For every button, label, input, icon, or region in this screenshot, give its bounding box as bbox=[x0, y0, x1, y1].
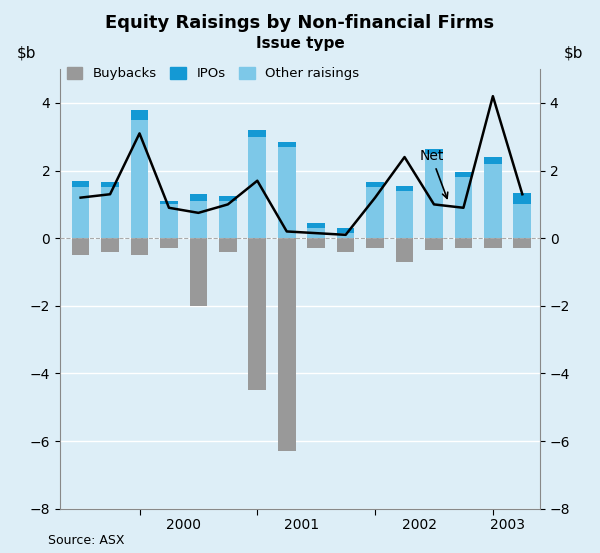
Bar bbox=[366, 182, 384, 187]
Bar bbox=[455, 173, 472, 178]
Bar bbox=[131, 120, 148, 238]
Bar bbox=[219, 238, 236, 252]
Bar bbox=[278, 147, 296, 238]
Text: $b: $b bbox=[564, 45, 583, 60]
Bar bbox=[72, 187, 89, 238]
Bar bbox=[337, 233, 355, 238]
Bar bbox=[366, 238, 384, 248]
Bar bbox=[425, 149, 443, 154]
Bar bbox=[160, 238, 178, 248]
Bar bbox=[337, 228, 355, 233]
Bar bbox=[248, 130, 266, 137]
Bar bbox=[219, 201, 236, 238]
Bar bbox=[72, 238, 89, 255]
Bar bbox=[514, 238, 531, 248]
Bar bbox=[101, 187, 119, 238]
Bar bbox=[425, 154, 443, 238]
Bar bbox=[514, 192, 531, 205]
Text: Equity Raisings by Non-financial Firms: Equity Raisings by Non-financial Firms bbox=[106, 14, 494, 32]
Legend: Buybacks, IPOs, Other raisings: Buybacks, IPOs, Other raisings bbox=[67, 67, 359, 80]
Bar bbox=[160, 205, 178, 238]
Text: Net: Net bbox=[419, 149, 448, 199]
Bar bbox=[396, 186, 413, 191]
Bar bbox=[337, 238, 355, 252]
Bar bbox=[366, 187, 384, 238]
Bar bbox=[190, 201, 207, 238]
Bar bbox=[278, 142, 296, 147]
Bar bbox=[219, 196, 236, 201]
Bar bbox=[307, 228, 325, 238]
Text: Source: ASX: Source: ASX bbox=[48, 534, 125, 547]
Bar bbox=[484, 157, 502, 164]
Bar bbox=[455, 238, 472, 248]
Bar bbox=[455, 178, 472, 238]
Bar bbox=[131, 109, 148, 120]
Bar bbox=[248, 238, 266, 390]
Bar bbox=[101, 182, 119, 187]
Bar bbox=[307, 238, 325, 248]
Bar bbox=[484, 164, 502, 238]
Bar bbox=[396, 238, 413, 262]
Bar bbox=[425, 238, 443, 250]
Bar bbox=[484, 238, 502, 248]
Bar bbox=[190, 238, 207, 306]
Bar bbox=[248, 137, 266, 238]
Bar bbox=[307, 223, 325, 228]
Bar bbox=[131, 238, 148, 255]
Bar bbox=[278, 238, 296, 451]
Bar bbox=[396, 191, 413, 238]
Bar bbox=[514, 205, 531, 238]
Bar bbox=[72, 181, 89, 187]
Bar bbox=[101, 238, 119, 252]
Text: Issue type: Issue type bbox=[256, 36, 344, 51]
Bar bbox=[160, 201, 178, 205]
Bar bbox=[190, 194, 207, 201]
Text: $b: $b bbox=[17, 45, 37, 60]
